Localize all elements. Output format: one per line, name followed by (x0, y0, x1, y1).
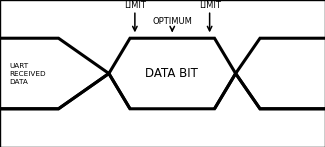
Text: LIMIT: LIMIT (199, 1, 221, 10)
Text: OPTIMUM: OPTIMUM (152, 17, 192, 26)
Text: DATA BIT: DATA BIT (145, 67, 198, 80)
Text: LIMIT: LIMIT (124, 1, 146, 10)
Text: UART
RECEIVED
DATA: UART RECEIVED DATA (10, 62, 46, 85)
